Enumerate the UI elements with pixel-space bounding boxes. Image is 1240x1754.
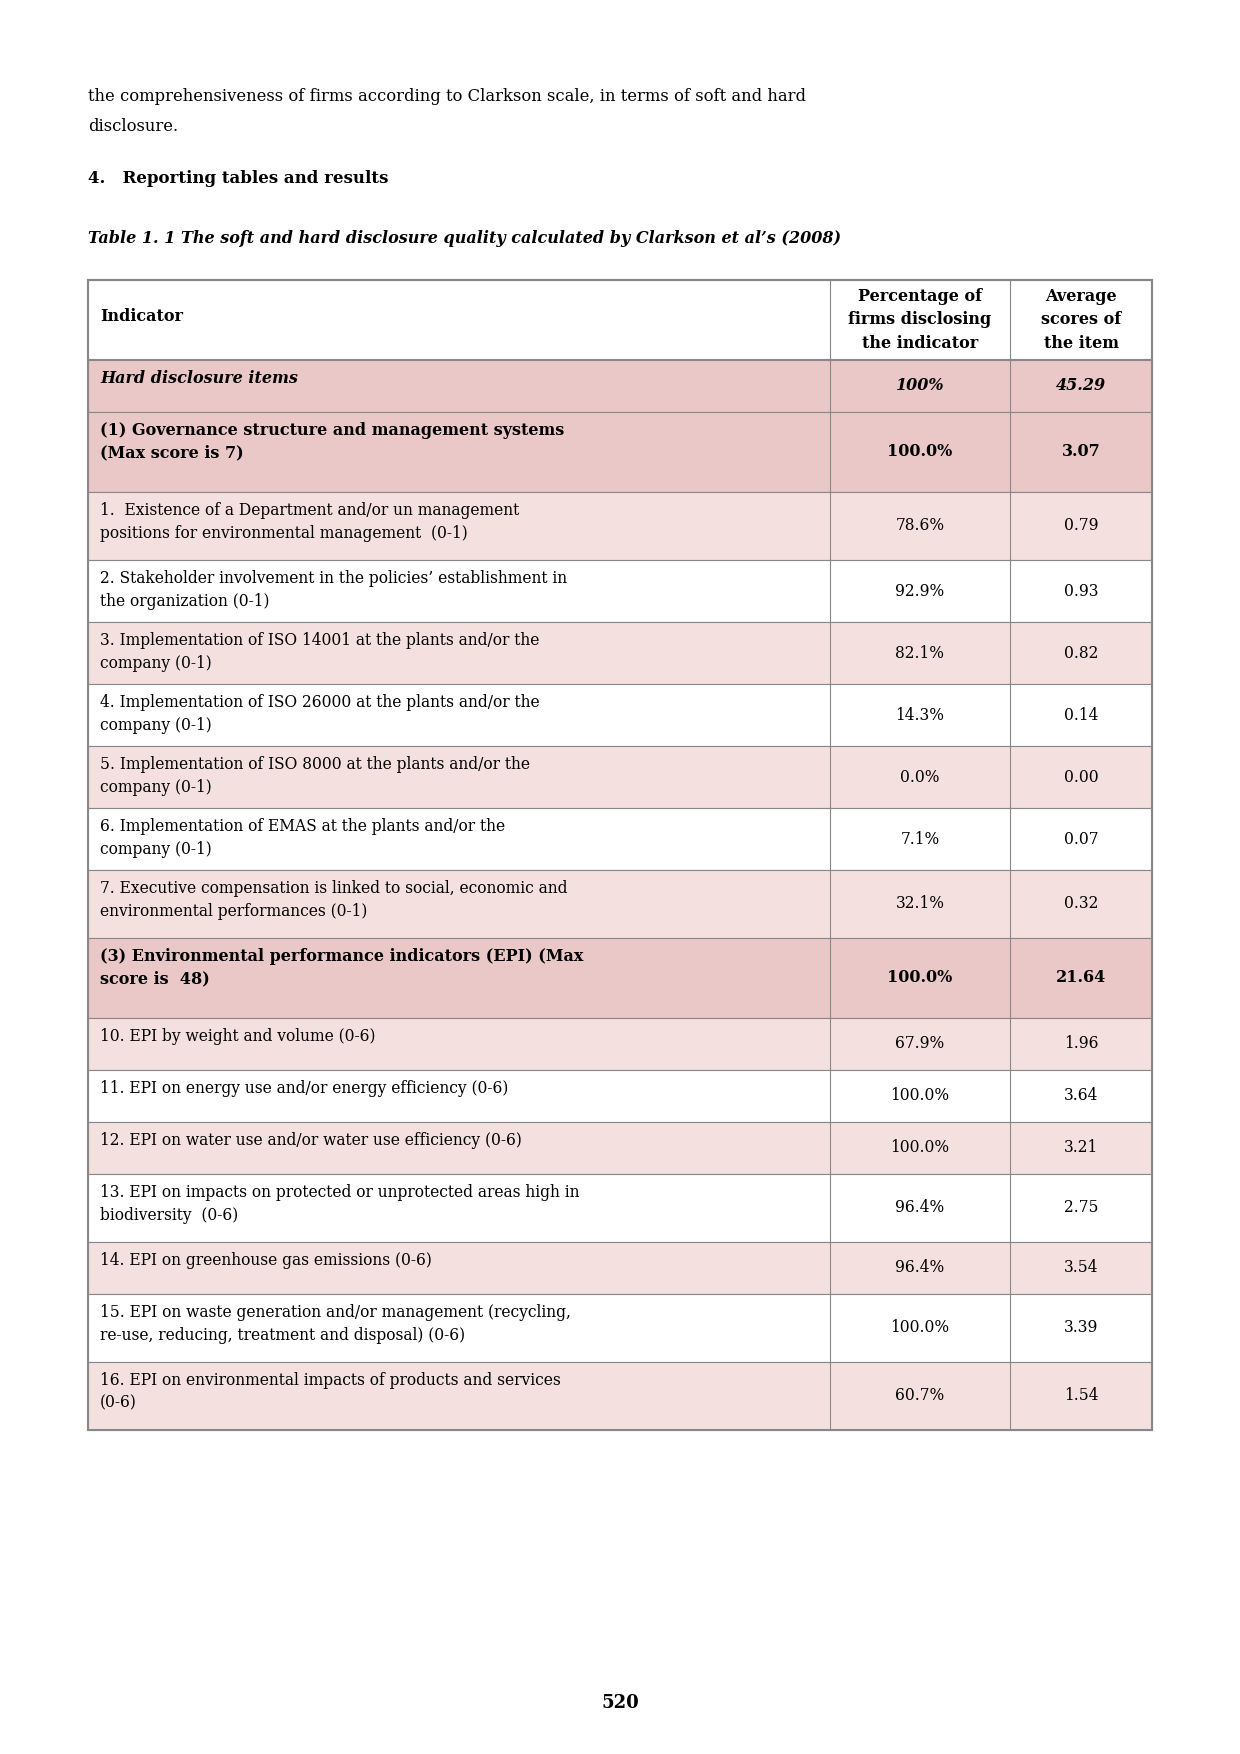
Text: 45.29: 45.29 — [1056, 377, 1106, 395]
Text: 1.96: 1.96 — [1064, 1035, 1099, 1052]
Bar — [88, 623, 1152, 684]
Text: Table 1. 1 The soft and hard disclosure quality calculated by Clarkson et al’s (: Table 1. 1 The soft and hard disclosure … — [88, 230, 841, 247]
Bar — [88, 1017, 1152, 1070]
Text: 100.0%: 100.0% — [890, 1087, 950, 1105]
Bar — [88, 1363, 1152, 1430]
Text: 21.64: 21.64 — [1056, 970, 1106, 986]
Text: 67.9%: 67.9% — [895, 1035, 945, 1052]
Bar — [88, 281, 1152, 1430]
Text: 7. Executive compensation is linked to social, economic and
environmental perfor: 7. Executive compensation is linked to s… — [100, 881, 568, 919]
Bar — [88, 1173, 1152, 1242]
Bar — [88, 412, 1152, 493]
Text: 0.32: 0.32 — [1064, 896, 1099, 912]
Text: 1.54: 1.54 — [1064, 1387, 1099, 1405]
Text: 100.0%: 100.0% — [888, 444, 952, 461]
Text: 15. EPI on waste generation and/or management (recycling,
re-use, reducing, trea: 15. EPI on waste generation and/or manag… — [100, 1303, 570, 1344]
Text: Average
scores of
the item: Average scores of the item — [1040, 288, 1121, 353]
Text: 520: 520 — [601, 1694, 639, 1712]
Bar — [88, 745, 1152, 809]
Text: (3) Environmental performance indicators (EPI) (Max
score is  48): (3) Environmental performance indicators… — [100, 947, 583, 988]
Text: 32.1%: 32.1% — [895, 896, 945, 912]
Text: 3.07: 3.07 — [1061, 444, 1100, 461]
Text: (1) Governance structure and management systems
(Max score is 7): (1) Governance structure and management … — [100, 423, 564, 461]
Text: 2. Stakeholder involvement in the policies’ establishment in
the organization (0: 2. Stakeholder involvement in the polici… — [100, 570, 567, 610]
Text: 60.7%: 60.7% — [895, 1387, 945, 1405]
Text: 0.93: 0.93 — [1064, 582, 1099, 600]
Bar — [88, 1070, 1152, 1123]
Text: 100%: 100% — [895, 377, 945, 395]
Text: 6. Implementation of EMAS at the plants and/or the
company (0-1): 6. Implementation of EMAS at the plants … — [100, 817, 505, 858]
Text: 100.0%: 100.0% — [890, 1140, 950, 1156]
Text: 4.   Reporting tables and results: 4. Reporting tables and results — [88, 170, 388, 188]
Text: 5. Implementation of ISO 8000 at the plants and/or the
company (0-1): 5. Implementation of ISO 8000 at the pla… — [100, 756, 529, 796]
Text: 0.07: 0.07 — [1064, 830, 1099, 847]
Text: 4. Implementation of ISO 26000 at the plants and/or the
company (0-1): 4. Implementation of ISO 26000 at the pl… — [100, 695, 539, 733]
Text: 7.1%: 7.1% — [900, 830, 940, 847]
Bar — [88, 809, 1152, 870]
Text: 3.64: 3.64 — [1064, 1087, 1099, 1105]
Bar — [88, 493, 1152, 560]
Text: 1.  Existence of a Department and/or un management
positions for environmental m: 1. Existence of a Department and/or un m… — [100, 502, 520, 542]
Text: 92.9%: 92.9% — [895, 582, 945, 600]
Text: 0.0%: 0.0% — [900, 768, 940, 786]
Text: Indicator: Indicator — [100, 309, 184, 324]
Text: 16. EPI on environmental impacts of products and services
(0-6): 16. EPI on environmental impacts of prod… — [100, 1372, 560, 1412]
Text: 96.4%: 96.4% — [895, 1200, 945, 1217]
Text: 0.82: 0.82 — [1064, 644, 1099, 661]
Text: the comprehensiveness of firms according to Clarkson scale, in terms of soft and: the comprehensiveness of firms according… — [88, 88, 806, 105]
Text: 3.39: 3.39 — [1064, 1319, 1099, 1337]
Text: disclosure.: disclosure. — [88, 118, 179, 135]
Text: 10. EPI by weight and volume (0-6): 10. EPI by weight and volume (0-6) — [100, 1028, 376, 1045]
Text: 14.3%: 14.3% — [895, 707, 945, 723]
Text: 0.79: 0.79 — [1064, 517, 1099, 535]
Text: 11. EPI on energy use and/or energy efficiency (0-6): 11. EPI on energy use and/or energy effi… — [100, 1080, 508, 1096]
Text: Hard disclosure items: Hard disclosure items — [100, 370, 298, 388]
Bar — [88, 560, 1152, 623]
Text: 96.4%: 96.4% — [895, 1259, 945, 1277]
Text: 3. Implementation of ISO 14001 at the plants and/or the
company (0-1): 3. Implementation of ISO 14001 at the pl… — [100, 631, 539, 672]
Text: 82.1%: 82.1% — [895, 644, 945, 661]
Bar — [88, 1294, 1152, 1363]
Text: 100.0%: 100.0% — [890, 1319, 950, 1337]
Text: 100.0%: 100.0% — [888, 970, 952, 986]
Bar — [88, 870, 1152, 938]
Text: 2.75: 2.75 — [1064, 1200, 1099, 1217]
Text: 0.00: 0.00 — [1064, 768, 1099, 786]
Text: 3.54: 3.54 — [1064, 1259, 1099, 1277]
Text: 3.21: 3.21 — [1064, 1140, 1099, 1156]
Bar — [88, 684, 1152, 745]
Bar — [88, 1123, 1152, 1173]
Bar — [88, 281, 1152, 360]
Text: 13. EPI on impacts on protected or unprotected areas high in
biodiversity  (0-6): 13. EPI on impacts on protected or unpro… — [100, 1184, 579, 1224]
Bar — [88, 360, 1152, 412]
Text: 78.6%: 78.6% — [895, 517, 945, 535]
Text: 14. EPI on greenhouse gas emissions (0-6): 14. EPI on greenhouse gas emissions (0-6… — [100, 1252, 432, 1268]
Text: 12. EPI on water use and/or water use efficiency (0-6): 12. EPI on water use and/or water use ef… — [100, 1131, 522, 1149]
Bar — [88, 1242, 1152, 1294]
Text: Percentage of
firms disclosing
the indicator: Percentage of firms disclosing the indic… — [848, 288, 992, 353]
Text: 0.14: 0.14 — [1064, 707, 1099, 723]
Bar — [88, 938, 1152, 1017]
